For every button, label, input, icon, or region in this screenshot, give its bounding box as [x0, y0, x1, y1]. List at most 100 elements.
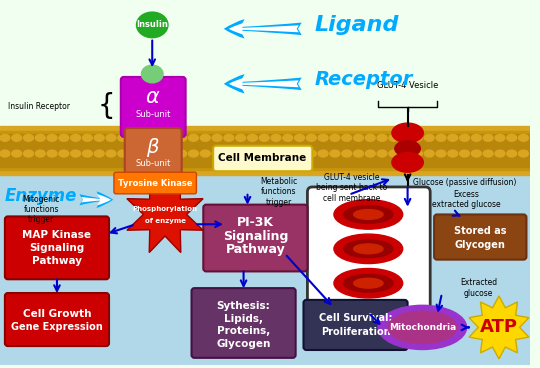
- Text: Enzyme: Enzyme: [5, 187, 77, 205]
- Ellipse shape: [448, 134, 458, 141]
- Text: Excess
extracted glucose: Excess extracted glucose: [432, 190, 501, 209]
- Text: Phosphorylation: Phosphorylation: [132, 206, 198, 212]
- Ellipse shape: [177, 134, 187, 141]
- Text: $\beta$: $\beta$: [146, 136, 160, 159]
- Ellipse shape: [212, 134, 222, 141]
- Ellipse shape: [224, 150, 234, 157]
- Ellipse shape: [424, 150, 434, 157]
- Ellipse shape: [295, 134, 305, 141]
- Polygon shape: [469, 296, 529, 359]
- Ellipse shape: [342, 150, 352, 157]
- Ellipse shape: [424, 134, 434, 141]
- Ellipse shape: [59, 134, 69, 141]
- Ellipse shape: [83, 134, 92, 141]
- Ellipse shape: [130, 150, 139, 157]
- Text: Sub-unit: Sub-unit: [136, 110, 171, 119]
- Ellipse shape: [334, 200, 403, 229]
- Text: Stored as: Stored as: [454, 226, 507, 236]
- Ellipse shape: [318, 134, 328, 141]
- FancyBboxPatch shape: [121, 77, 186, 137]
- Ellipse shape: [0, 134, 10, 141]
- Text: Tyrosine Kinase: Tyrosine Kinase: [118, 178, 192, 188]
- Ellipse shape: [141, 65, 163, 83]
- Ellipse shape: [354, 209, 383, 219]
- FancyBboxPatch shape: [204, 205, 307, 272]
- Text: Cell Membrane: Cell Membrane: [218, 153, 306, 163]
- Ellipse shape: [436, 134, 446, 141]
- Text: Ligand: Ligand: [314, 15, 399, 35]
- Text: MAP Kinase: MAP Kinase: [23, 230, 91, 240]
- Ellipse shape: [334, 234, 403, 263]
- Text: $\alpha$: $\alpha$: [145, 86, 161, 107]
- Ellipse shape: [106, 150, 116, 157]
- Ellipse shape: [518, 150, 529, 157]
- Ellipse shape: [83, 150, 92, 157]
- Ellipse shape: [47, 134, 57, 141]
- Ellipse shape: [35, 134, 45, 141]
- Ellipse shape: [436, 150, 446, 157]
- Text: Sub-unit: Sub-unit: [136, 159, 171, 168]
- FancyBboxPatch shape: [213, 146, 312, 171]
- Ellipse shape: [507, 150, 517, 157]
- Ellipse shape: [200, 134, 210, 141]
- Ellipse shape: [153, 134, 163, 141]
- Ellipse shape: [413, 150, 422, 157]
- Ellipse shape: [344, 275, 393, 292]
- FancyArrowPatch shape: [228, 78, 299, 90]
- Ellipse shape: [200, 150, 210, 157]
- Ellipse shape: [188, 134, 198, 141]
- Ellipse shape: [236, 134, 246, 141]
- Ellipse shape: [377, 150, 387, 157]
- Text: Lipids,: Lipids,: [224, 314, 263, 323]
- Ellipse shape: [344, 206, 393, 223]
- Ellipse shape: [283, 150, 293, 157]
- FancyBboxPatch shape: [307, 187, 430, 315]
- Ellipse shape: [389, 134, 399, 141]
- FancyBboxPatch shape: [125, 128, 181, 181]
- Text: Pathway: Pathway: [32, 256, 82, 266]
- Text: Insulin Receptor: Insulin Receptor: [8, 102, 70, 111]
- Text: Receptor: Receptor: [314, 70, 413, 89]
- FancyBboxPatch shape: [192, 288, 295, 358]
- Bar: [0, 175, 530, 365]
- Text: {: {: [97, 92, 115, 120]
- Text: Pathway: Pathway: [226, 243, 285, 256]
- Ellipse shape: [12, 134, 22, 141]
- Ellipse shape: [153, 150, 163, 157]
- Ellipse shape: [330, 134, 340, 141]
- Ellipse shape: [392, 123, 423, 143]
- Ellipse shape: [366, 150, 375, 157]
- Text: Glycogen: Glycogen: [455, 240, 506, 250]
- Ellipse shape: [460, 150, 469, 157]
- Text: Mitogenic
functions
trigger: Mitogenic functions trigger: [23, 195, 60, 224]
- Text: Glucose (passive diffusion): Glucose (passive diffusion): [413, 177, 516, 187]
- Ellipse shape: [401, 134, 410, 141]
- Ellipse shape: [344, 240, 393, 258]
- Text: Proliferation: Proliferation: [321, 327, 390, 337]
- FancyBboxPatch shape: [434, 215, 526, 260]
- Text: GLUT-4 vesicle
being sent back to
cell membrane: GLUT-4 vesicle being sent back to cell m…: [316, 173, 387, 203]
- Ellipse shape: [118, 134, 127, 141]
- Ellipse shape: [295, 150, 305, 157]
- Text: Proteins,: Proteins,: [217, 326, 270, 336]
- Ellipse shape: [188, 150, 198, 157]
- Ellipse shape: [94, 150, 104, 157]
- Ellipse shape: [378, 305, 467, 350]
- Ellipse shape: [471, 150, 481, 157]
- Text: Glycogen: Glycogen: [217, 339, 271, 349]
- Text: Gene Expression: Gene Expression: [11, 322, 103, 332]
- Text: Signaling: Signaling: [29, 243, 85, 253]
- Bar: [0, 131, 530, 170]
- Text: Extracted
glucose: Extracted glucose: [460, 279, 497, 298]
- FancyArrowPatch shape: [224, 19, 302, 39]
- Ellipse shape: [354, 244, 383, 254]
- FancyBboxPatch shape: [114, 172, 197, 194]
- FancyArrowPatch shape: [228, 22, 299, 35]
- Ellipse shape: [259, 150, 269, 157]
- Ellipse shape: [141, 150, 151, 157]
- Ellipse shape: [354, 150, 363, 157]
- Ellipse shape: [12, 150, 22, 157]
- Ellipse shape: [247, 150, 258, 157]
- Ellipse shape: [495, 134, 505, 141]
- Ellipse shape: [47, 150, 57, 157]
